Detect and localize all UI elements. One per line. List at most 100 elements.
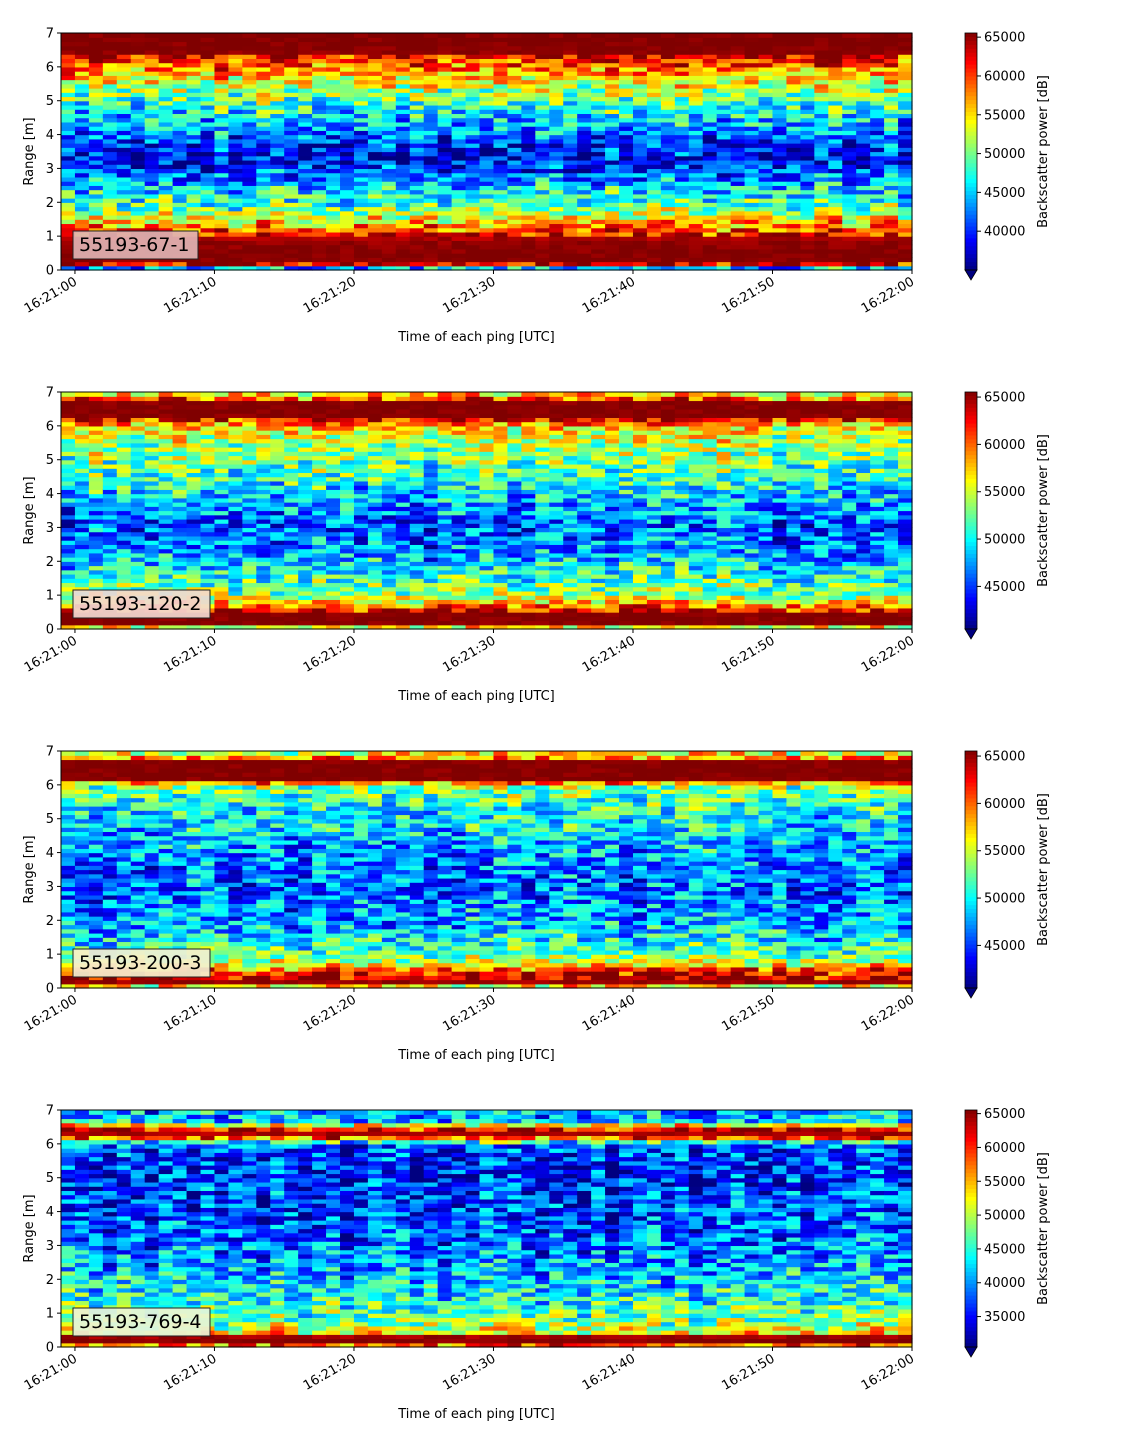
- heatmap-cell: [381, 176, 397, 182]
- heatmap-cell: [367, 88, 383, 93]
- heatmap-cell: [200, 548, 216, 554]
- heatmap-cell: [842, 121, 857, 127]
- heatmap-cell: [74, 518, 90, 524]
- heatmap-cell: [688, 104, 704, 110]
- heatmap-cell: [284, 92, 299, 98]
- heatmap-cell: [563, 193, 578, 199]
- heatmap-cell: [130, 265, 146, 271]
- heatmap-cell: [367, 138, 383, 144]
- heatmap-cell: [74, 96, 90, 102]
- heatmap-cell: [716, 143, 732, 148]
- heatmap-cell: [646, 58, 662, 64]
- heatmap-cell: [521, 198, 536, 203]
- heatmap-cell: [395, 198, 411, 203]
- heatmap-cell: [716, 37, 732, 43]
- heatmap-cell: [256, 468, 271, 474]
- heatmap-cell: [744, 210, 760, 216]
- heatmap-cell: [856, 172, 871, 178]
- y-tick-label: 7: [46, 27, 54, 42]
- heatmap-cell: [507, 172, 522, 178]
- heatmap-cell: [577, 58, 592, 64]
- heatmap-cell: [842, 164, 857, 170]
- heatmap-cell: [312, 202, 327, 208]
- heatmap-cell: [800, 261, 815, 267]
- heatmap-cell: [242, 41, 257, 47]
- heatmap-cell: [172, 413, 188, 418]
- heatmap-cell: [828, 185, 843, 191]
- heatmap-cell: [172, 438, 188, 444]
- heatmap-cell: [688, 96, 704, 102]
- heatmap-cell: [591, 33, 606, 38]
- heatmap-cell: [828, 248, 843, 254]
- heatmap-cell: [563, 138, 578, 144]
- heatmap-cell: [828, 49, 843, 55]
- colorbar-tick-label: 50000: [984, 147, 1025, 162]
- heatmap-cell: [535, 244, 550, 250]
- heatmap-cell: [61, 164, 76, 170]
- heatmap-cell: [172, 181, 188, 186]
- heatmap-cell: [228, 573, 243, 579]
- heatmap-cell: [702, 189, 718, 195]
- heatmap-cell: [395, 265, 411, 271]
- heatmap-cell: [563, 79, 578, 85]
- heatmap-cell: [395, 502, 411, 507]
- heatmap-cell: [758, 33, 774, 38]
- colorbar-segment: [965, 155, 977, 160]
- heatmap-cell: [688, 151, 704, 157]
- heatmap-cell: [730, 151, 746, 157]
- heatmap-cell: [409, 468, 425, 474]
- heatmap-cell: [284, 599, 299, 605]
- heatmap-cell: [353, 130, 369, 136]
- heatmap-cell: [284, 240, 299, 246]
- heatmap-cell: [172, 544, 188, 550]
- heatmap-cell: [814, 202, 829, 208]
- heatmap-cell: [674, 71, 690, 76]
- heatmap-cell: [507, 109, 522, 115]
- heatmap-cell: [660, 109, 676, 115]
- heatmap-cell: [74, 561, 90, 567]
- heatmap-cell: [395, 244, 411, 250]
- heatmap-cell: [716, 113, 732, 119]
- heatmap-cell: [172, 143, 188, 148]
- heatmap-cell: [898, 231, 913, 237]
- heatmap-cell: [144, 134, 160, 140]
- heatmap-cell: [312, 582, 327, 588]
- heatmap-cell: [186, 181, 202, 186]
- heatmap-cell: [493, 181, 509, 186]
- heatmap-cell: [493, 75, 509, 81]
- heatmap-cell: [298, 223, 313, 229]
- heatmap-cell: [884, 176, 899, 182]
- heatmap-cell: [88, 425, 104, 431]
- heatmap-cell: [256, 408, 271, 414]
- heatmap-cell: [702, 54, 718, 59]
- heatmap-cell: [758, 117, 774, 123]
- heatmap-cell: [367, 168, 383, 174]
- heatmap-cell: [856, 176, 871, 182]
- heatmap-cell: [688, 100, 704, 106]
- axes-frame: [60, 32, 913, 271]
- heatmap-cell: [395, 510, 411, 516]
- heatmap-cell: [786, 253, 801, 258]
- heatmap-cell: [591, 71, 606, 76]
- heatmap-cell: [660, 176, 676, 182]
- heatmap-cell: [381, 75, 397, 81]
- heatmap-cell: [61, 71, 76, 76]
- heatmap-cell: [702, 126, 718, 131]
- heatmap-cell: [591, 134, 606, 140]
- heatmap-cell: [646, 223, 662, 229]
- heatmap-cell: [158, 219, 174, 225]
- heatmap-cell: [395, 37, 411, 43]
- heatmap-cell: [702, 164, 718, 170]
- heatmap-cell: [88, 92, 104, 98]
- heatmap-cell: [535, 227, 550, 233]
- heatmap-cell: [856, 189, 871, 195]
- heatmap-cell: [158, 71, 174, 76]
- heatmap-cell: [730, 219, 746, 225]
- heatmap-cell: [409, 151, 425, 157]
- heatmap-cell: [409, 189, 425, 195]
- heatmap-cell: [214, 83, 230, 89]
- heatmap-cell: [74, 400, 90, 406]
- heatmap-cell: [549, 168, 564, 174]
- heatmap-cell: [423, 244, 439, 250]
- heatmap-cell: [284, 612, 299, 617]
